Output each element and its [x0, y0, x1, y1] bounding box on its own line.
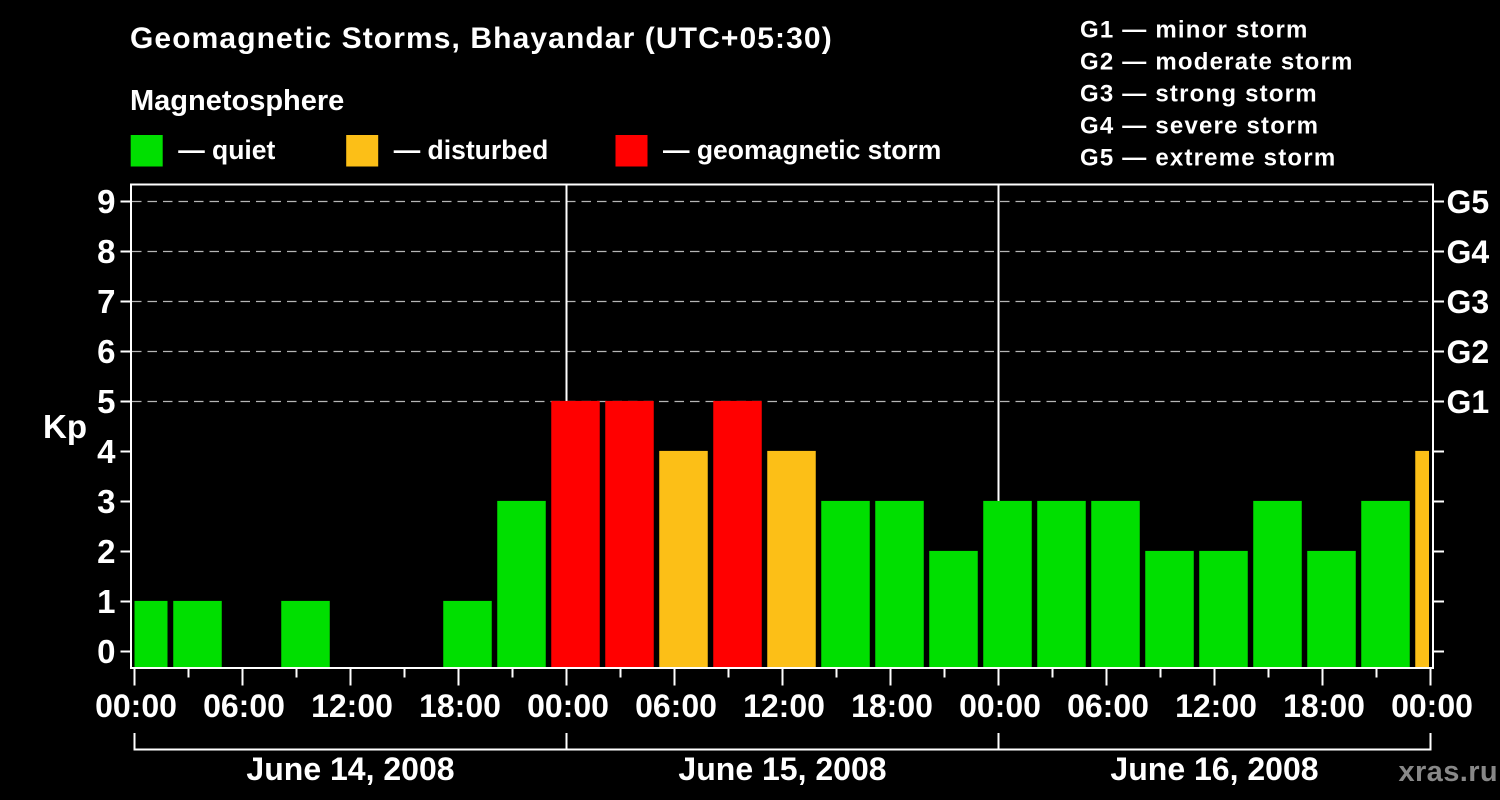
svg-text:— disturbed: — disturbed: [394, 135, 549, 165]
svg-text:June 15, 2008: June 15, 2008: [678, 751, 886, 787]
svg-text:12:00: 12:00: [311, 688, 393, 724]
svg-text:June 16, 2008: June 16, 2008: [1110, 751, 1318, 787]
svg-text:2: 2: [97, 533, 115, 570]
svg-text:0: 0: [97, 633, 115, 670]
svg-text:18:00: 18:00: [1283, 688, 1365, 724]
svg-text:— quiet: — quiet: [178, 135, 275, 165]
svg-text:6: 6: [97, 333, 115, 370]
svg-text:G5: G5: [1447, 184, 1490, 220]
svg-text:8: 8: [97, 233, 115, 270]
svg-text:4: 4: [97, 433, 116, 470]
svg-text:3: 3: [97, 483, 115, 520]
svg-text:00:00: 00:00: [527, 688, 609, 724]
svg-text:Geomagnetic Storms, Bhayandar: Geomagnetic Storms, Bhayandar (UTC+05:30…: [130, 22, 833, 55]
svg-text:G5 — extreme storm: G5 — extreme storm: [1080, 145, 1336, 172]
svg-text:Kp: Kp: [43, 408, 87, 445]
svg-text:00:00: 00:00: [959, 688, 1041, 724]
svg-text:7: 7: [97, 283, 115, 320]
svg-text:9: 9: [97, 183, 115, 220]
svg-text:12:00: 12:00: [1175, 688, 1257, 724]
svg-text:06:00: 06:00: [1067, 688, 1149, 724]
svg-text:G2: G2: [1447, 334, 1490, 370]
svg-text:G1 — minor storm: G1 — minor storm: [1080, 17, 1309, 44]
svg-text:06:00: 06:00: [203, 688, 285, 724]
svg-text:G4: G4: [1447, 234, 1490, 270]
svg-text:G3 — strong storm: G3 — strong storm: [1080, 81, 1318, 108]
svg-text:12:00: 12:00: [743, 688, 825, 724]
svg-text:June 14, 2008: June 14, 2008: [246, 751, 454, 787]
svg-text:1: 1: [97, 583, 115, 620]
svg-text:G1: G1: [1447, 384, 1490, 420]
svg-text:G3: G3: [1447, 284, 1490, 320]
svg-text:G4 — severe storm: G4 — severe storm: [1080, 113, 1319, 140]
svg-text:00:00: 00:00: [95, 688, 177, 724]
svg-text:xras.ru: xras.ru: [1398, 756, 1498, 788]
svg-text:G2 — moderate storm: G2 — moderate storm: [1080, 49, 1354, 76]
svg-text:18:00: 18:00: [851, 688, 933, 724]
svg-text:18:00: 18:00: [419, 688, 501, 724]
svg-text:— geomagnetic storm: — geomagnetic storm: [663, 135, 941, 165]
svg-text:06:00: 06:00: [635, 688, 717, 724]
svg-text:5: 5: [97, 383, 115, 420]
svg-text:Magnetosphere: Magnetosphere: [130, 85, 344, 117]
svg-text:00:00: 00:00: [1391, 688, 1473, 724]
